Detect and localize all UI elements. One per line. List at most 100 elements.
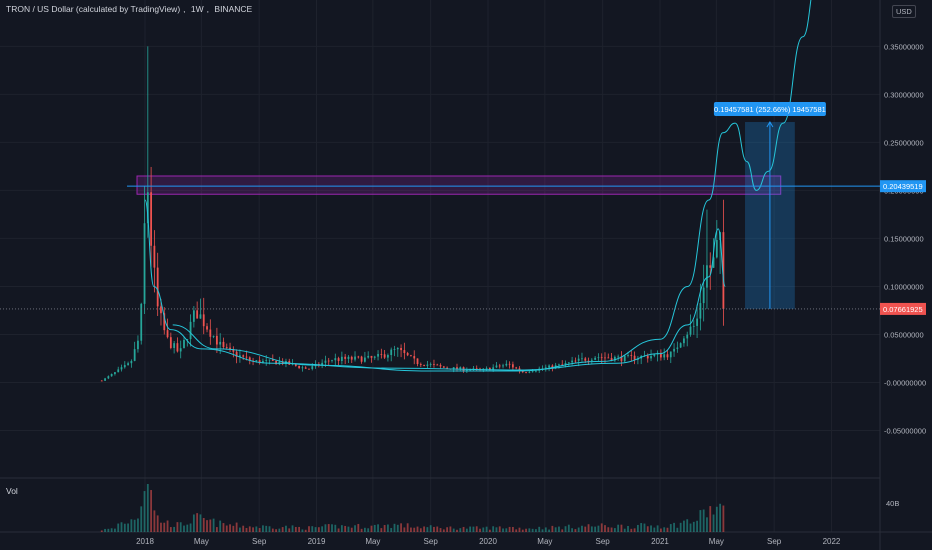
volume-bar bbox=[446, 527, 449, 532]
volume-bar bbox=[258, 528, 261, 532]
candle-body bbox=[531, 371, 534, 373]
candle-body bbox=[683, 338, 685, 344]
volume-bar bbox=[581, 525, 583, 532]
volume-bar bbox=[127, 523, 129, 532]
candle-body bbox=[429, 364, 432, 366]
candle-body bbox=[715, 240, 718, 258]
candle-body bbox=[571, 360, 574, 363]
volume-bar bbox=[308, 526, 310, 532]
volume-bar bbox=[472, 526, 475, 532]
volume-bar bbox=[301, 529, 304, 532]
candle-body bbox=[663, 354, 666, 358]
candle-body bbox=[535, 370, 537, 372]
volume-bar bbox=[640, 523, 643, 532]
candle-body bbox=[521, 371, 524, 373]
candle-body bbox=[150, 192, 153, 246]
volume-bar bbox=[377, 524, 379, 532]
candle-body bbox=[709, 265, 712, 268]
volume-bar bbox=[337, 528, 340, 532]
volume-bar bbox=[492, 526, 495, 532]
volume-bar bbox=[255, 526, 258, 532]
candle-body bbox=[357, 356, 360, 358]
candle-body bbox=[600, 357, 603, 359]
candle-body bbox=[505, 363, 508, 366]
volume-bar bbox=[620, 524, 623, 532]
volume-bar bbox=[488, 529, 491, 532]
volume-bar bbox=[442, 529, 445, 532]
volume-bar bbox=[413, 527, 416, 532]
volume-bar bbox=[433, 526, 435, 532]
volume-bar bbox=[679, 522, 682, 532]
candle-body bbox=[590, 359, 593, 361]
candle-body bbox=[225, 347, 228, 348]
volume-bar bbox=[689, 523, 692, 532]
last-price-badge-bg bbox=[880, 302, 926, 315]
volume-bar bbox=[219, 520, 222, 532]
x-tick-label: May bbox=[537, 537, 552, 546]
volume-bar bbox=[192, 514, 195, 532]
resistance-band-rect bbox=[136, 175, 782, 195]
volume-bar bbox=[156, 515, 159, 532]
candle-body bbox=[495, 365, 498, 368]
candle-body bbox=[630, 355, 633, 356]
candle-body bbox=[291, 363, 294, 365]
volume-bar bbox=[281, 527, 284, 532]
volume-bar bbox=[505, 528, 508, 532]
candle-body bbox=[100, 380, 103, 382]
volume-bar bbox=[265, 525, 268, 532]
candle-body bbox=[442, 366, 445, 368]
candle-body bbox=[577, 358, 580, 361]
candle-body bbox=[410, 355, 412, 357]
volume-bar bbox=[199, 514, 202, 532]
candle-body bbox=[370, 355, 373, 358]
candle-body bbox=[265, 360, 268, 361]
volume-bar bbox=[544, 527, 547, 532]
candle-body bbox=[558, 364, 560, 366]
volume-bar bbox=[410, 527, 412, 532]
volume-bar bbox=[347, 526, 350, 532]
candle-body bbox=[413, 356, 416, 359]
volume-bar bbox=[528, 528, 531, 532]
volume-bar bbox=[173, 526, 176, 532]
candle-body bbox=[482, 368, 485, 370]
x-tick-label: 2018 bbox=[136, 537, 154, 546]
volume-bar bbox=[370, 525, 373, 532]
volume-bar bbox=[117, 523, 120, 532]
volume-bar bbox=[541, 529, 544, 532]
x-tick-label: May bbox=[194, 537, 209, 546]
candle-body bbox=[176, 343, 179, 352]
candle-body bbox=[166, 330, 169, 338]
volume-bar bbox=[600, 523, 603, 532]
candle-body bbox=[271, 359, 274, 361]
volume-bar bbox=[327, 524, 330, 532]
candle-body bbox=[298, 365, 301, 369]
candle-body bbox=[581, 358, 583, 360]
candle-body bbox=[199, 314, 202, 319]
rising-curve bbox=[172, 0, 812, 372]
candle-body bbox=[419, 364, 422, 365]
candle-body bbox=[169, 337, 172, 348]
candle-body bbox=[107, 376, 110, 379]
volume-bar bbox=[304, 529, 307, 532]
x-tick-label: Sep bbox=[596, 537, 611, 546]
candle-body bbox=[337, 358, 340, 361]
volume-bar bbox=[676, 527, 679, 532]
volume-bar bbox=[610, 527, 613, 532]
candle-body bbox=[416, 358, 419, 365]
currency-badge[interactable]: USD bbox=[892, 5, 916, 18]
volume-bar bbox=[403, 527, 406, 532]
volume-bar bbox=[140, 506, 143, 532]
candle-body bbox=[436, 364, 439, 366]
candle-body bbox=[508, 363, 511, 365]
candle-body bbox=[561, 364, 564, 366]
candle-body bbox=[363, 357, 366, 362]
volume-bar bbox=[590, 526, 593, 532]
volume-bar bbox=[531, 528, 534, 532]
decline-curve bbox=[144, 199, 726, 371]
volume-bar bbox=[518, 527, 521, 532]
candles bbox=[100, 46, 725, 382]
volume-bar bbox=[380, 528, 383, 532]
volume-bar bbox=[400, 523, 402, 532]
volume-bar bbox=[314, 527, 317, 532]
